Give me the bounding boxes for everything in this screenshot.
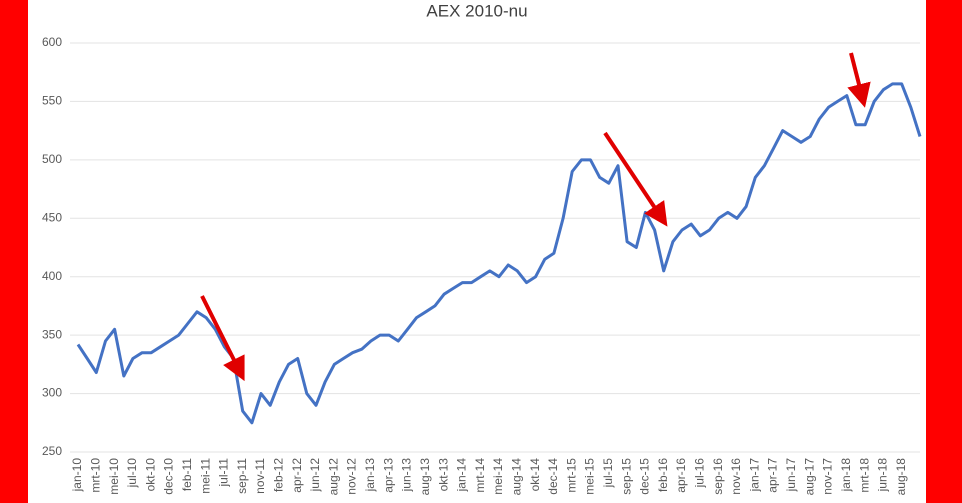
x-tick-label: mrt-10 [88, 458, 102, 493]
x-tick-label: aug-13 [418, 458, 432, 496]
x-tick-label: jun-12 [308, 458, 322, 493]
x-tick-label: apr-17 [766, 458, 780, 493]
x-tick-label: mei-15 [583, 458, 597, 495]
x-tick-label: jan-10 [70, 458, 84, 493]
x-tick-label: jul-16 [693, 458, 707, 489]
x-tick-label: okt-14 [528, 458, 542, 492]
x-tick-label: mrt-18 [857, 458, 871, 493]
x-tick-label: jun-17 [784, 458, 798, 493]
x-tick-label: nov-11 [253, 458, 267, 494]
y-tick-label: 350 [42, 327, 62, 341]
y-tick-label: 550 [42, 94, 62, 108]
left-border [0, 0, 28, 503]
x-tick-label: aug-17 [802, 458, 816, 496]
x-tick-label: mrt-15 [564, 458, 578, 493]
arrow [603, 131, 668, 227]
data-line [76, 82, 922, 425]
x-tick-label: apr-13 [381, 458, 395, 493]
plot [76, 82, 922, 425]
x-tick-label: jan-17 [747, 458, 761, 493]
x-tick-label: apr-16 [674, 458, 688, 493]
x-tick-label: apr-12 [290, 458, 304, 493]
x-tick-label: nov-16 [729, 458, 743, 495]
x-tick-label: mei-14 [491, 458, 505, 495]
y-tick-label: 250 [42, 444, 62, 458]
x-tick-label: dec-10 [162, 458, 176, 495]
y-tick-label: 450 [42, 210, 62, 224]
x-tick-label: jul-11 [217, 458, 231, 488]
x-tick-label: sep-16 [711, 458, 725, 495]
x-tick-label: dec-15 [638, 458, 652, 495]
x-tick-label: aug-12 [326, 458, 340, 496]
x-tick-label: aug-14 [509, 458, 523, 496]
x-tick-label: mei-11 [198, 458, 212, 494]
right-border [926, 0, 962, 503]
y-tick-label: 300 [42, 386, 62, 400]
x-tick-label: nov-17 [821, 458, 835, 495]
x-tick-label: sep-15 [619, 458, 633, 495]
x-tick-label: jul-15 [601, 458, 615, 489]
x-tick-label: jun-18 [876, 458, 890, 493]
y-tick-label: 400 [42, 269, 62, 283]
arrows [200, 52, 871, 382]
x-tick-label: jan-18 [839, 458, 853, 493]
x-tick-label: mrt-14 [473, 458, 487, 493]
x-tick-label: aug-18 [894, 458, 908, 496]
x-tick-label: jan-14 [455, 458, 469, 493]
x-tick-label: jul-10 [125, 458, 139, 489]
x-tick-label: feb-16 [656, 458, 670, 492]
x-tick-label: jun-13 [400, 458, 414, 493]
grid: 250 300 350 400 450 500 550 600 jan-10 mrt-10 mei-… [42, 35, 920, 495]
y-tick-label: 500 [42, 152, 62, 166]
x-tick-label: jan-13 [363, 458, 377, 493]
x-tick-label: okt-10 [143, 458, 157, 492]
chart-title: AEX 2010-nu [426, 1, 527, 20]
x-tick-label: nov-12 [345, 458, 359, 495]
arrow [847, 52, 871, 108]
arrow [200, 295, 245, 382]
x-tick-label: mei-10 [107, 458, 121, 495]
x-tick-label: feb-12 [272, 458, 286, 492]
x-tick-label: okt-13 [436, 458, 450, 492]
x-tick-label: sep-11 [235, 458, 249, 494]
x-tick-label: feb-11 [180, 458, 194, 491]
x-tick-label: dec-14 [546, 458, 560, 495]
y-tick-label: 600 [42, 35, 62, 49]
